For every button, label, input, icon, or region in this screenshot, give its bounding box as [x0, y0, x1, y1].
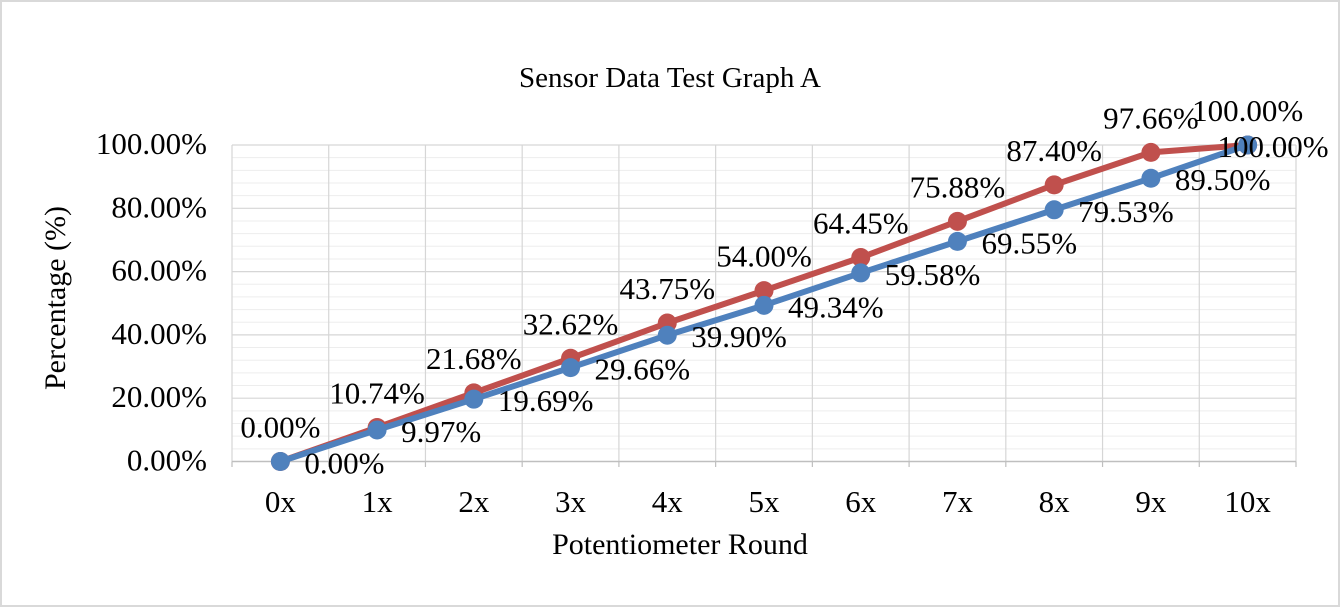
series-2-marker: [1238, 135, 1258, 155]
series-2-data-label: 19.69%: [498, 383, 594, 418]
series-2-data-label: 79.53%: [1078, 194, 1174, 229]
series-1-marker: [1044, 175, 1064, 195]
series-1-data-label: 0.00%: [240, 410, 320, 445]
y-tick-label: 80.00%: [111, 189, 207, 224]
y-axis-title: Percentage (%): [39, 205, 72, 391]
x-tick-label: 1x: [362, 484, 394, 519]
x-tick-label: 3x: [555, 484, 587, 519]
series-2-data-label: 100.00%: [1218, 129, 1329, 164]
y-tick-label: 60.00%: [111, 253, 207, 288]
chart-title: Sensor Data Test Graph A: [519, 62, 821, 94]
series-2-data-label: 0.00%: [304, 446, 384, 481]
series-2-marker: [657, 325, 677, 345]
series-1-data-label: 10.74%: [329, 376, 425, 411]
series-1-data-label: 97.66%: [1103, 100, 1199, 135]
x-tick-label: 7x: [942, 484, 974, 519]
series-1-data-label: 100.00%: [1192, 93, 1303, 128]
series-2-marker: [561, 358, 581, 378]
x-tick-label: 6x: [845, 484, 877, 519]
x-tick-label: 10x: [1224, 484, 1271, 519]
series-2-marker: [851, 263, 871, 283]
series-2-data-label: 69.55%: [981, 225, 1077, 260]
series-2-data-label: 49.34%: [788, 289, 884, 324]
series-1-marker: [1141, 142, 1161, 162]
series-2-marker: [1044, 200, 1064, 220]
series-2-marker: [464, 389, 484, 409]
x-axis-title: Potentiometer Round: [552, 528, 808, 561]
y-tick-label: 100.00%: [96, 126, 207, 161]
series-1-data-label: 54.00%: [716, 239, 812, 274]
series-1-marker: [754, 281, 774, 301]
x-tick-label: 4x: [652, 484, 684, 519]
x-tick-label: 9x: [1135, 484, 1167, 519]
series-1-data-label: 43.75%: [619, 271, 715, 306]
series-2-marker: [367, 420, 387, 440]
series-1-marker: [851, 248, 871, 268]
y-tick-label: 0.00%: [127, 443, 207, 478]
series-2-data-label: 59.58%: [885, 257, 981, 292]
x-tick-label: 5x: [749, 484, 781, 519]
series-2-marker: [754, 295, 774, 315]
series-1-marker: [947, 211, 967, 231]
y-tick-label: 40.00%: [111, 316, 207, 351]
x-tick-label: 0x: [265, 484, 297, 519]
y-tick-label: 20.00%: [111, 379, 207, 414]
series-2-marker: [947, 231, 967, 251]
series-1-data-label: 21.68%: [426, 341, 522, 376]
x-tick-label: 8x: [1039, 484, 1071, 519]
series-2-data-label: 29.66%: [595, 352, 691, 387]
series-2-marker: [1141, 168, 1161, 188]
series-2-data-label: 9.97%: [401, 414, 481, 449]
series-1-data-label: 87.40%: [1006, 133, 1102, 168]
series-2-data-label: 39.90%: [691, 319, 787, 354]
series-2-data-label: 89.50%: [1175, 162, 1271, 197]
series-2-marker: [270, 452, 290, 471]
series-1-data-label: 75.88%: [910, 169, 1006, 204]
series-1-data-label: 32.62%: [523, 306, 619, 341]
series-1-data-label: 64.45%: [813, 206, 909, 241]
x-tick-label: 2x: [458, 484, 490, 519]
